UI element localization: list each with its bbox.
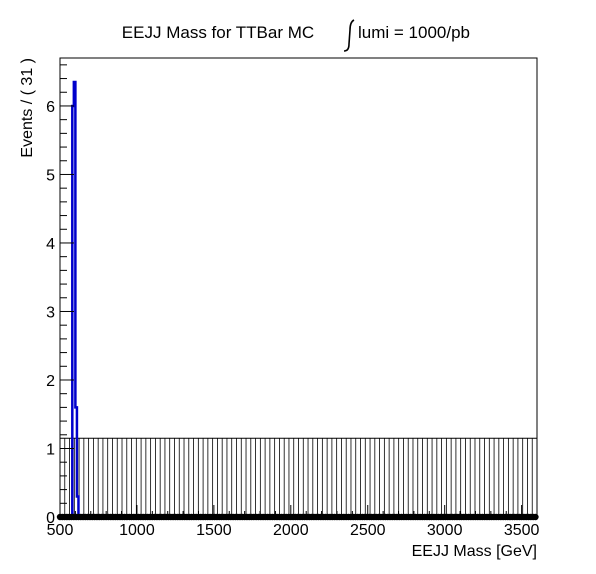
y-tick-label: 3 [46,304,55,321]
integral-icon [343,19,355,52]
y-tick-label: 6 [46,99,55,116]
y-tick-label: 0 [46,510,55,527]
x-tick-label: 500 [47,522,74,539]
x-tick-label: 2000 [273,522,309,539]
series-layer [60,80,176,519]
x-tick-label: 1000 [119,522,155,539]
lumi-label: lumi = 1000/pb [358,23,470,42]
y-axis-label: Events / ( 31 ) [19,58,36,158]
y-tick-label: 1 [46,441,55,458]
x-tick-label: 3500 [504,522,540,539]
x-tick-label: 1500 [196,522,232,539]
y-tick-label: 4 [46,236,55,253]
y-tick-label: 5 [46,167,55,184]
chart-title: EEJJ Mass for TTBar MC [122,23,314,42]
x-axis-label: EEJJ Mass [GeV] [412,543,537,560]
x-tick-label: 3000 [427,522,463,539]
plot-frame [59,57,538,518]
y-tick-label: 2 [46,373,55,390]
axes: 500 1000 1500 2000 2500 3000 3500 0 1 2 3 4 5 6 [46,64,540,539]
x-tick-label: 2500 [350,522,386,539]
series-line-0 [60,80,176,519]
error-band [59,437,538,517]
